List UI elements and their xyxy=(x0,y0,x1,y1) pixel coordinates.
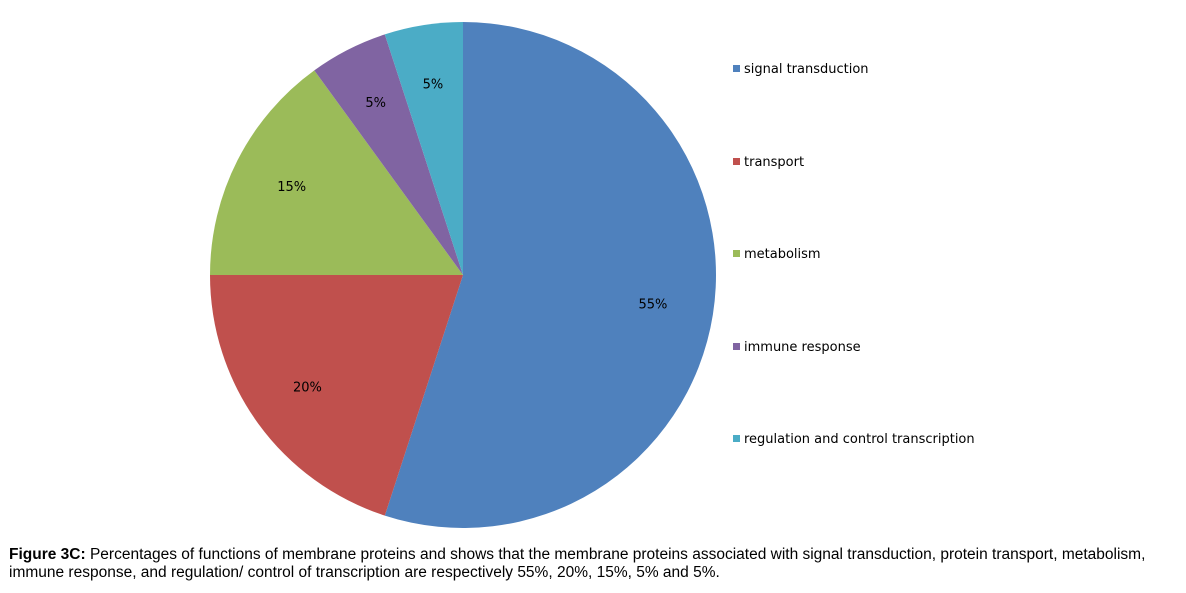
data-label-transport: 20% xyxy=(293,381,322,396)
data-label-metabolism: 15% xyxy=(277,180,306,195)
data-label-immune-response: 5% xyxy=(365,96,386,111)
pie-slice-immune-response xyxy=(314,34,463,275)
legend-label: signal transduction xyxy=(744,62,869,77)
legend-item-metabolism: metabolism xyxy=(733,247,821,262)
legend-swatch xyxy=(733,65,740,72)
pie-slice-transport xyxy=(210,275,463,516)
legend-item-signal-transduction: signal transduction xyxy=(733,62,869,77)
legend-label: immune response xyxy=(744,339,861,355)
pie-slice-signal-transduction xyxy=(384,22,716,528)
caption-text: Percentages of functions of membrane pro… xyxy=(9,546,1146,581)
pie-data-labels: 55% 20% 15% 5% 5% xyxy=(277,78,667,396)
pie-slice-regulation-and-control-transcription xyxy=(384,22,463,275)
legend-swatch xyxy=(733,435,740,442)
legend-label: metabolism xyxy=(744,247,821,262)
legend-swatch xyxy=(733,250,740,257)
legend-item-transport: transport xyxy=(733,155,804,170)
data-label-signal-transduction: 55% xyxy=(638,298,667,313)
figure-caption: Figure 3C: Percentages of functions of m… xyxy=(9,546,1181,582)
legend-label: transport xyxy=(744,154,805,170)
legend-swatch xyxy=(733,342,740,350)
legend-item-immune-response: immune response xyxy=(733,340,861,355)
data-label-regulation-and-control-transcription: 5% xyxy=(423,78,444,93)
legend-item-regulation-and-control-transcription: regulation and control transcription xyxy=(733,432,975,447)
pie-chart: 55% 20% 15% 5% 5% xyxy=(210,22,716,528)
pie-slice-metabolism xyxy=(210,70,463,276)
legend-swatch xyxy=(733,157,740,165)
caption-label: Figure 3C: xyxy=(9,546,86,563)
legend-label: regulation and control transcription xyxy=(744,432,975,447)
pie-slices xyxy=(210,22,716,528)
